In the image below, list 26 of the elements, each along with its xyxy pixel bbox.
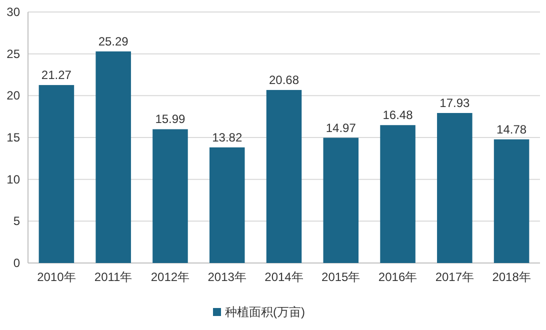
data-label: 15.99 — [155, 112, 186, 126]
y-tick-label: 5 — [13, 214, 20, 228]
data-label: 13.82 — [212, 130, 242, 144]
x-tick-label: 2011年 — [94, 270, 132, 284]
x-tick-label: 2012年 — [150, 270, 190, 284]
data-label: 21.27 — [41, 68, 72, 82]
y-tick-label: 10 — [6, 172, 20, 186]
data-label: 14.97 — [326, 120, 356, 135]
x-tick-label: 2017年 — [435, 270, 474, 284]
y-tick-label: 30 — [6, 5, 20, 19]
data-label: 25.29 — [98, 34, 129, 48]
x-tick-label: 2016年 — [378, 270, 418, 284]
y-tick-label: 15 — [6, 130, 20, 144]
x-tick-label: 2014年 — [264, 270, 304, 284]
data-label: 14.78 — [496, 122, 527, 136]
data-label: 17.93 — [440, 96, 470, 110]
x-tick-label: 2013年 — [208, 270, 246, 284]
x-tick-label: 2015年 — [322, 270, 360, 284]
x-tick-label: 2010年 — [37, 270, 76, 284]
y-tick-label: 20 — [6, 88, 20, 103]
x-tick-label: 2018年 — [492, 270, 531, 284]
y-tick-label: 25 — [6, 46, 20, 61]
legend-label: 种植面积(万亩) — [225, 305, 305, 319]
data-label: 16.48 — [382, 108, 414, 122]
y-tick-label: 0 — [13, 256, 20, 270]
data-label: 20.68 — [268, 72, 300, 87]
